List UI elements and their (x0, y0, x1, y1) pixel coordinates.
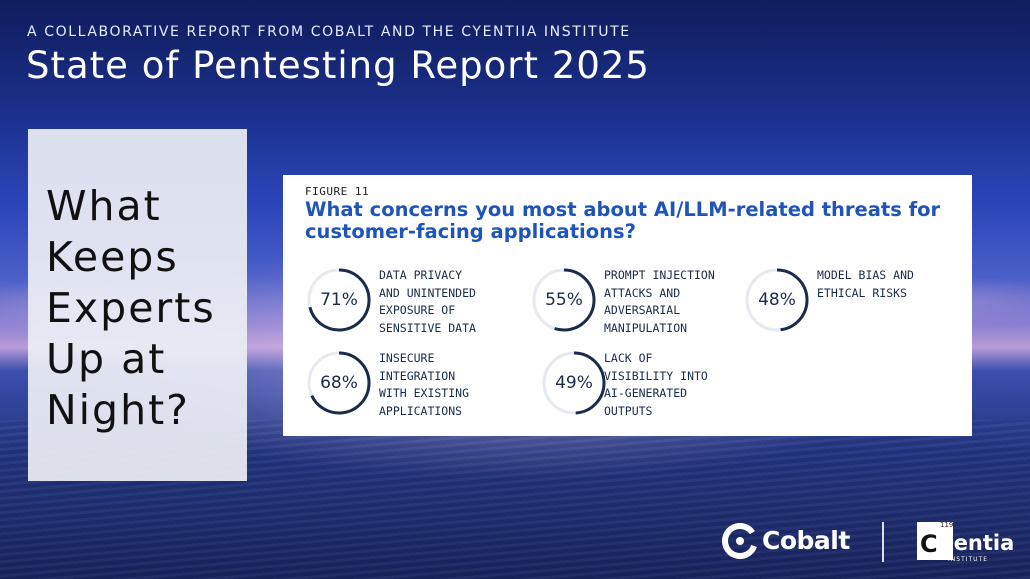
stat-percent: 68% (320, 373, 358, 393)
side-panel: What Keeps Experts Up at Night? (28, 129, 247, 481)
cobalt-logo-icon (722, 523, 758, 559)
stat-label: MODEL BIAS AND ETHICAL RISKS (817, 268, 914, 300)
figure-question: What concerns you most about AI/LLM-rela… (305, 198, 941, 243)
progress-ring (532, 268, 596, 332)
progress-ring (745, 268, 809, 332)
cyentia-logo-number: 119 (940, 521, 954, 529)
stat-label: PROMPT INJECTION ATTACKS AND ADVERSARIAL… (604, 268, 715, 335)
progress-ring (307, 351, 371, 415)
report-title: State of Pentesting Report 2025 (26, 44, 650, 87)
stat-percent: 49% (555, 373, 593, 393)
cyentia-logo-box (917, 522, 953, 560)
figure-label: FIGURE 11 (305, 185, 370, 198)
stat-percent: 71% (320, 290, 358, 310)
stat-percent: 48% (758, 290, 796, 310)
logo-divider (882, 522, 884, 562)
stat-label: LACK OF VISIBILITY INTO AI-GENERATED OUT… (604, 351, 708, 418)
stat-label: INSECURE INTEGRATION WITH EXISTING APPLI… (379, 351, 470, 418)
figure-card: FIGURE 11 What concerns you most about A… (283, 175, 972, 436)
cobalt-logo-text: Cobalt (762, 526, 850, 555)
report-kicker: A COLLABORATIVE REPORT FROM COBALT AND T… (27, 24, 631, 40)
stat-label: DATA PRIVACY AND UNINTENDED EXPOSURE OF … (379, 268, 476, 335)
footer-logos: Cobalt 119 C yentia INSTITUTE (722, 520, 1015, 564)
stat-percent: 55% (545, 290, 583, 310)
cyentia-logo-subtext: INSTITUTE (948, 556, 989, 563)
cyentia-logo-mark: C (920, 530, 938, 558)
cyentia-logo-text: yentia (940, 531, 1015, 555)
progress-ring (542, 351, 606, 415)
progress-ring (307, 268, 371, 332)
side-panel-heading: What Keeps Experts Up at Night? (46, 182, 216, 434)
